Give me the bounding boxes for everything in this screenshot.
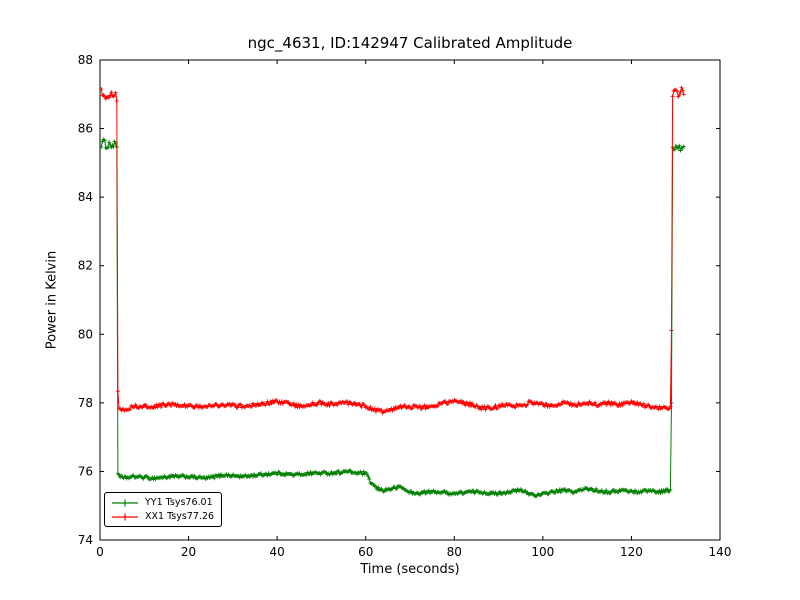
legend-item-yy1: YY1 Tsys76.01 — [110, 496, 214, 509]
x-tick-label: 140 — [709, 545, 732, 559]
legend-line-marker-yy1 — [112, 499, 138, 506]
y-tick-label: 82 — [78, 259, 93, 273]
legend-item-xx1: XX1 Tsys77.26 — [110, 510, 214, 523]
x-tick-label: 100 — [531, 545, 554, 559]
series-markers-0 — [99, 137, 686, 499]
y-tick-label: 78 — [78, 396, 93, 410]
y-tick-label: 74 — [78, 533, 93, 547]
x-tick-label: 40 — [270, 545, 285, 559]
x-tick-label: 120 — [620, 545, 643, 559]
series-line-0 — [100, 138, 685, 497]
y-axis-label: Power in Kelvin — [44, 250, 60, 350]
y-tick-label: 80 — [78, 327, 93, 341]
chart-title: ngc_4631, ID:142947 Calibrated Amplitude — [247, 34, 573, 52]
series-line-1 — [100, 86, 685, 414]
y-tick-label: 76 — [78, 464, 93, 478]
legend-line-marker-xx1 — [112, 513, 138, 520]
y-tick-label: 86 — [78, 122, 93, 136]
x-tick-label: 20 — [181, 545, 196, 559]
y-tick-label: 84 — [78, 190, 93, 204]
axes-frame — [99, 59, 721, 541]
series-markers-1 — [99, 85, 686, 415]
x-tick-label: 80 — [447, 545, 462, 559]
legend-label-xx1: XX1 Tsys77.26 — [145, 511, 215, 522]
legend-sample-path-xx1 — [112, 513, 138, 520]
legend-label-yy1: YY1 Tsys76.01 — [145, 497, 213, 508]
x-tick-label: 0 — [96, 545, 104, 559]
y-tick-label: 88 — [78, 53, 93, 67]
legend: YY1 Tsys76.01 XX1 Tsys77.26 — [104, 492, 223, 527]
legend-sample-path-yy1 — [112, 499, 138, 506]
x-tick-label: 60 — [358, 545, 373, 559]
x-axis-label: Time (seconds) — [360, 562, 460, 577]
